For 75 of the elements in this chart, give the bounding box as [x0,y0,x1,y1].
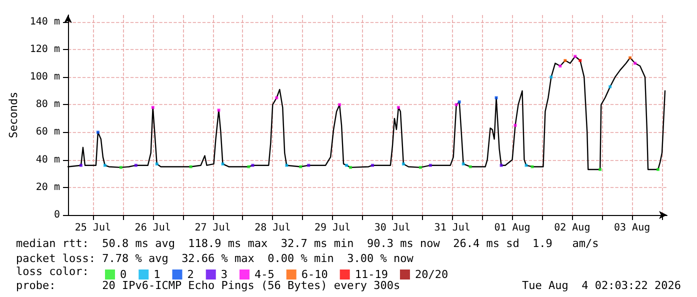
point [418,166,422,169]
point [454,103,458,106]
legend-label: 6-10 [301,268,328,281]
legend-title: loss color: [16,265,89,278]
point [299,165,302,168]
y-tick-label: 0 [54,210,60,220]
point [550,76,553,79]
x-tick-label: 31 Jul [434,222,470,234]
x-tick-label: 02 Aug [554,222,590,234]
y-axis-title: Seconds [7,92,20,138]
text: probe: 20 IPv6-ICMP Echo Pings (56 Bytes) every 300s [16,279,400,292]
point [345,164,348,167]
point [103,164,106,167]
point [402,162,405,166]
x-tick-label: 01 Aug [494,222,530,234]
legend-label: 4-5 [254,268,274,281]
point [598,168,602,171]
point [247,165,250,168]
point [574,54,577,58]
legend-label: 20/20 [414,268,448,281]
point [151,106,154,109]
y-tick-label: 40 m [36,154,60,166]
point [221,162,224,166]
y-tick-label: 80 m [36,99,60,110]
point [370,164,374,167]
point [524,164,528,167]
point [530,165,534,168]
point [514,124,517,127]
point [338,103,342,106]
legend-label: 1 [154,268,160,281]
point [396,106,400,109]
point [285,164,288,167]
x-tick-label: 29 Jul [314,222,351,234]
x-tick-label: 30 Jul [374,222,411,234]
point [189,165,192,168]
point [134,164,138,167]
y-tick-label: 60 m [36,126,60,138]
y-tick-label: 120 m [30,44,60,55]
y-tick-label: 20 m [36,182,60,193]
point [428,164,432,167]
x-tick-label: 27 Jul [194,222,231,234]
y-tick-label: 140 m [30,16,60,28]
legend-label: 0 [120,268,127,281]
point [628,56,632,60]
point [458,100,461,104]
y-tick-label: 100 m [30,72,60,83]
point [656,168,660,171]
x-tick-label: 25 Jul [74,222,112,234]
point [564,59,567,62]
point [79,164,82,167]
text: median rtt: 50.8 ms avg 118.9 ms max 32.7 ms min 90.3 ms now 26.4 ms sd 1.9 am/s [16,237,599,250]
point [155,162,158,166]
point [494,96,498,100]
point [500,164,503,167]
point [251,164,254,167]
point [462,162,465,166]
point [217,108,220,112]
text: Tue Aug 4 02:03:22 2026 [522,279,682,292]
point [468,165,472,168]
point [558,64,562,68]
x-tick-label: 26 Jul [134,222,171,234]
point [578,59,582,62]
point [307,164,310,167]
legend-label: 2 [187,268,194,281]
point [119,166,122,169]
legend-label: 3 [220,268,228,281]
x-tick-label: 03 Aug [614,222,650,234]
text: packet loss: 7.78 % avg 32.66 % max 0.00 % min 3.00 % now [16,252,414,265]
point [96,130,100,134]
point [634,62,637,65]
point [349,166,352,169]
point [275,96,278,100]
legend-label: 11-19 [354,268,388,281]
x-tick-label: 28 Jul [254,222,291,234]
point [608,85,612,88]
